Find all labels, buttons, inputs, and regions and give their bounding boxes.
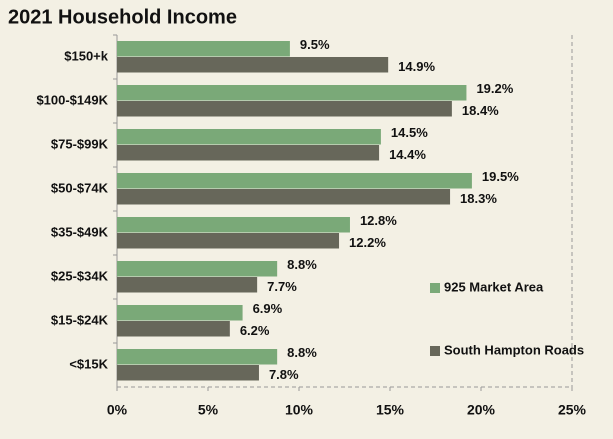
- bar: [117, 41, 290, 57]
- value-label: 14.5%: [391, 125, 428, 140]
- value-label: 12.8%: [360, 213, 397, 228]
- bar: [117, 261, 278, 277]
- x-tick-label: 15%: [376, 402, 405, 418]
- bar: [117, 305, 243, 321]
- y-tick-label: $25-$34K: [51, 268, 109, 283]
- y-tick-label: $35-$49K: [51, 224, 109, 239]
- y-tick-label: $75-$99K: [51, 136, 109, 151]
- value-label: 6.9%: [253, 301, 283, 316]
- y-tick-label: $50-$74K: [51, 180, 109, 195]
- value-label: 8.8%: [287, 257, 317, 272]
- x-tick-label: 20%: [467, 402, 496, 418]
- value-label: 7.7%: [267, 279, 297, 294]
- value-label: 18.3%: [460, 191, 497, 206]
- value-label: 9.5%: [300, 37, 330, 52]
- value-label: 19.5%: [482, 169, 519, 184]
- bar: [117, 85, 467, 101]
- value-label: 18.4%: [462, 103, 499, 118]
- x-tick-label: 0%: [107, 402, 128, 418]
- x-tick-label: 5%: [198, 402, 219, 418]
- value-label: 19.2%: [476, 81, 513, 96]
- bar: [117, 57, 389, 73]
- bar: [117, 129, 381, 145]
- value-label: 14.9%: [398, 59, 435, 74]
- legend-label: 925 Market Area: [444, 279, 544, 294]
- bar: [117, 173, 472, 189]
- x-tick-label: 25%: [558, 402, 587, 418]
- legend-label: South Hampton Roads: [444, 342, 584, 357]
- value-label: 8.8%: [287, 345, 317, 360]
- y-tick-label: $100-$149K: [36, 92, 108, 107]
- bar: [117, 349, 278, 365]
- y-tick-label: $150+k: [64, 48, 109, 63]
- value-label: 7.8%: [269, 367, 299, 382]
- y-tick-label: $15-$24K: [51, 312, 109, 327]
- legend-swatch: [430, 346, 440, 356]
- bar: [117, 189, 451, 205]
- legend-swatch: [430, 283, 440, 293]
- bar: [117, 217, 350, 233]
- bar: [117, 233, 340, 249]
- value-label: 14.4%: [389, 147, 426, 162]
- value-label: 6.2%: [240, 323, 270, 338]
- y-tick-label: <$15K: [69, 356, 108, 371]
- chart-title: 2021 Household Income: [8, 6, 237, 28]
- bar: [117, 321, 230, 337]
- bar: [117, 101, 452, 117]
- bar: [117, 145, 380, 161]
- value-label: 12.2%: [349, 235, 386, 250]
- bar: [117, 277, 258, 293]
- bar: [117, 365, 259, 381]
- x-tick-label: 10%: [285, 402, 314, 418]
